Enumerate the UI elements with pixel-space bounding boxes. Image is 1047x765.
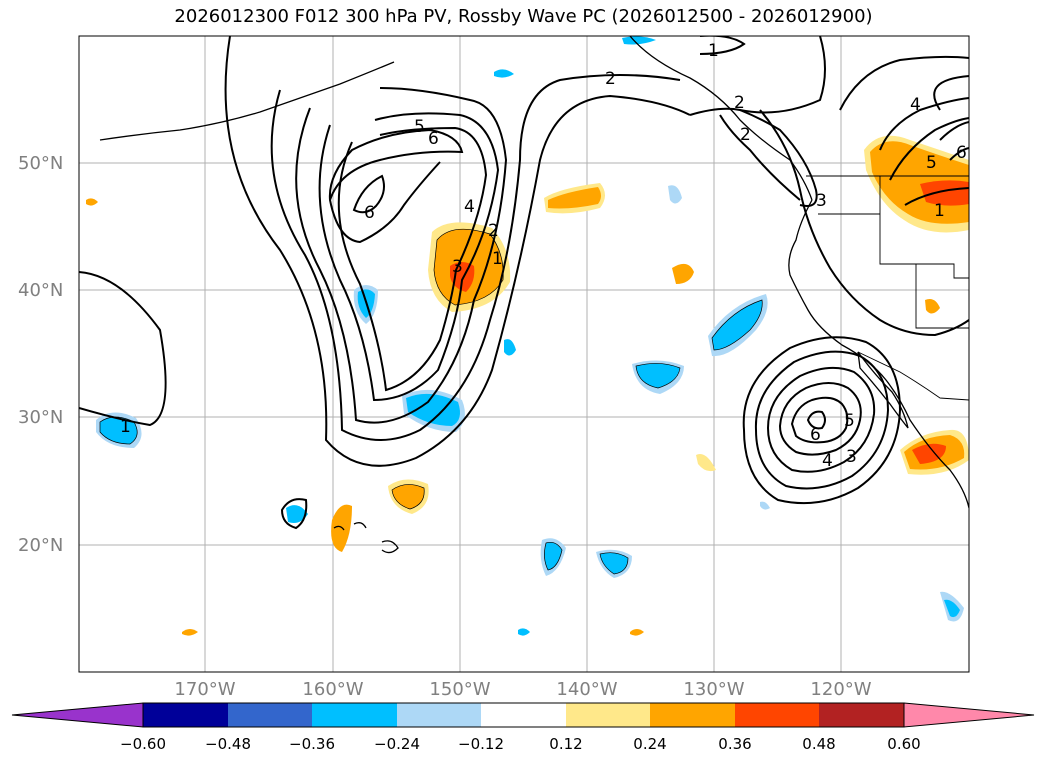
contour-hawaii-small	[280, 498, 308, 530]
contour-cutoff-6	[806, 410, 826, 430]
anomaly-blob-neg-7	[286, 505, 308, 523]
pv-contours	[79, 36, 969, 530]
contour-label: 1	[934, 201, 945, 221]
anomaly-blob-small-1	[672, 263, 694, 284]
contour-label: 6	[810, 425, 821, 445]
contour-east-5	[889, 117, 969, 206]
contour-label: 5	[926, 153, 937, 173]
lat-label: 20°N	[18, 535, 64, 556]
colorbar-tick: 0.36	[718, 735, 752, 753]
contour-label: 3	[846, 447, 857, 467]
contour-trough-outer	[79, 271, 167, 427]
colorbar-segment	[819, 703, 904, 727]
colorbar-tick: 0.12	[549, 735, 583, 753]
gridlines	[79, 36, 969, 672]
colorbar-tick: 0.24	[633, 735, 667, 753]
aleutian-chain	[99, 61, 395, 141]
contour-ridge-3	[295, 87, 508, 424]
contour-cutoff-2	[754, 350, 890, 490]
lon-label: 150°W	[429, 679, 491, 700]
contour-label: 1	[708, 41, 719, 61]
map-frame	[78, 35, 970, 673]
contour-label: 6	[956, 143, 967, 163]
colorbar-tick: −0.60	[120, 735, 166, 753]
colorbar-extend-left	[11, 702, 144, 728]
lat-label: 50°N	[18, 153, 64, 174]
colorbar-tick: −0.48	[205, 735, 251, 753]
colorbar-tick: −0.12	[458, 735, 504, 753]
contour-label: 2	[734, 93, 745, 113]
borders	[806, 175, 969, 401]
hawaii-islands	[333, 522, 399, 554]
contour-top-right	[699, 36, 826, 114]
colorbar-tick: −0.24	[374, 735, 420, 753]
contour-cutoff-3	[766, 366, 876, 473]
lon-label: 120°W	[810, 679, 872, 700]
anomaly-blob-small-4	[86, 198, 98, 206]
colorbar-segment	[228, 703, 312, 727]
lon-label: 160°W	[302, 679, 364, 700]
contour-label: 2	[605, 69, 616, 89]
lon-label: 130°W	[683, 679, 745, 700]
colorbar-segment	[481, 703, 566, 727]
lat-label: 30°N	[18, 407, 64, 428]
colorbar-segment	[566, 703, 650, 727]
contour-cutoff-4	[778, 382, 862, 456]
colorbar-segment	[397, 703, 481, 727]
contour-ridge-5	[337, 126, 488, 392]
contour-pacific-1	[689, 107, 818, 207]
negative-anomaly-fill	[96, 36, 964, 636]
contour-cutoff-5	[790, 396, 849, 444]
contour-cutoff-1	[742, 336, 902, 505]
contour-east-4	[879, 97, 969, 151]
colorbar-segment	[650, 703, 735, 727]
state-lines	[818, 176, 969, 329]
contour-label: 6	[364, 203, 375, 223]
contour-label: 5	[414, 117, 425, 137]
contour-label: 1	[492, 249, 503, 269]
map-title: 2026012300 F012 300 hPa PV, Rossby Wave …	[174, 6, 873, 27]
coastlines	[99, 36, 969, 554]
us-mexico-border	[857, 351, 969, 401]
colorbar-tick: 0.60	[887, 735, 921, 753]
contour-label: 1	[120, 417, 131, 437]
contour-closed-6	[328, 128, 464, 244]
contour-closed-6b	[352, 174, 385, 214]
anomaly-blob-small-3	[925, 299, 940, 314]
lat-label: 40°N	[18, 280, 64, 301]
lon-label: 140°W	[556, 679, 618, 700]
positive-anomaly-fill	[86, 135, 969, 636]
north-america-west-coast	[788, 199, 969, 509]
contour-west-coast-3	[759, 109, 969, 337]
contour-east-6	[939, 121, 969, 161]
contour-label: 4	[822, 451, 833, 471]
contour-labels: 1 2 2 4 5 6 6 1 2 3 4 5 6 1 2 3 4 5 6 1 …	[120, 41, 967, 471]
anomaly-outlines	[99, 228, 763, 575]
alaska-coast	[629, 36, 813, 201]
colorbar-tick: −0.36	[289, 735, 335, 753]
contour-ridge-4	[318, 112, 500, 402]
contour-label: 5	[844, 411, 855, 431]
colorbar-tick: 0.48	[802, 735, 836, 753]
contour-ridge-2	[270, 74, 681, 441]
anomaly-blob-hawaii-west	[331, 504, 352, 552]
contour-label: 2	[488, 221, 499, 241]
contour-ridge-1	[224, 36, 691, 467]
contour-label: 3	[816, 191, 827, 211]
contour-label: 4	[910, 95, 921, 115]
colorbar-segment	[143, 703, 228, 727]
colorbar	[11, 702, 1035, 728]
colorbar-segment	[735, 703, 819, 727]
contour-label: 4	[464, 197, 475, 217]
colorbar-extend-right	[903, 702, 1035, 728]
lon-label: 170°W	[174, 679, 236, 700]
contour-label: 3	[452, 257, 463, 277]
contour-label: 6	[428, 129, 439, 149]
colorbar-segment	[312, 703, 397, 727]
contour-label: 2	[740, 125, 751, 145]
anomaly-blob-small-2	[696, 454, 716, 472]
